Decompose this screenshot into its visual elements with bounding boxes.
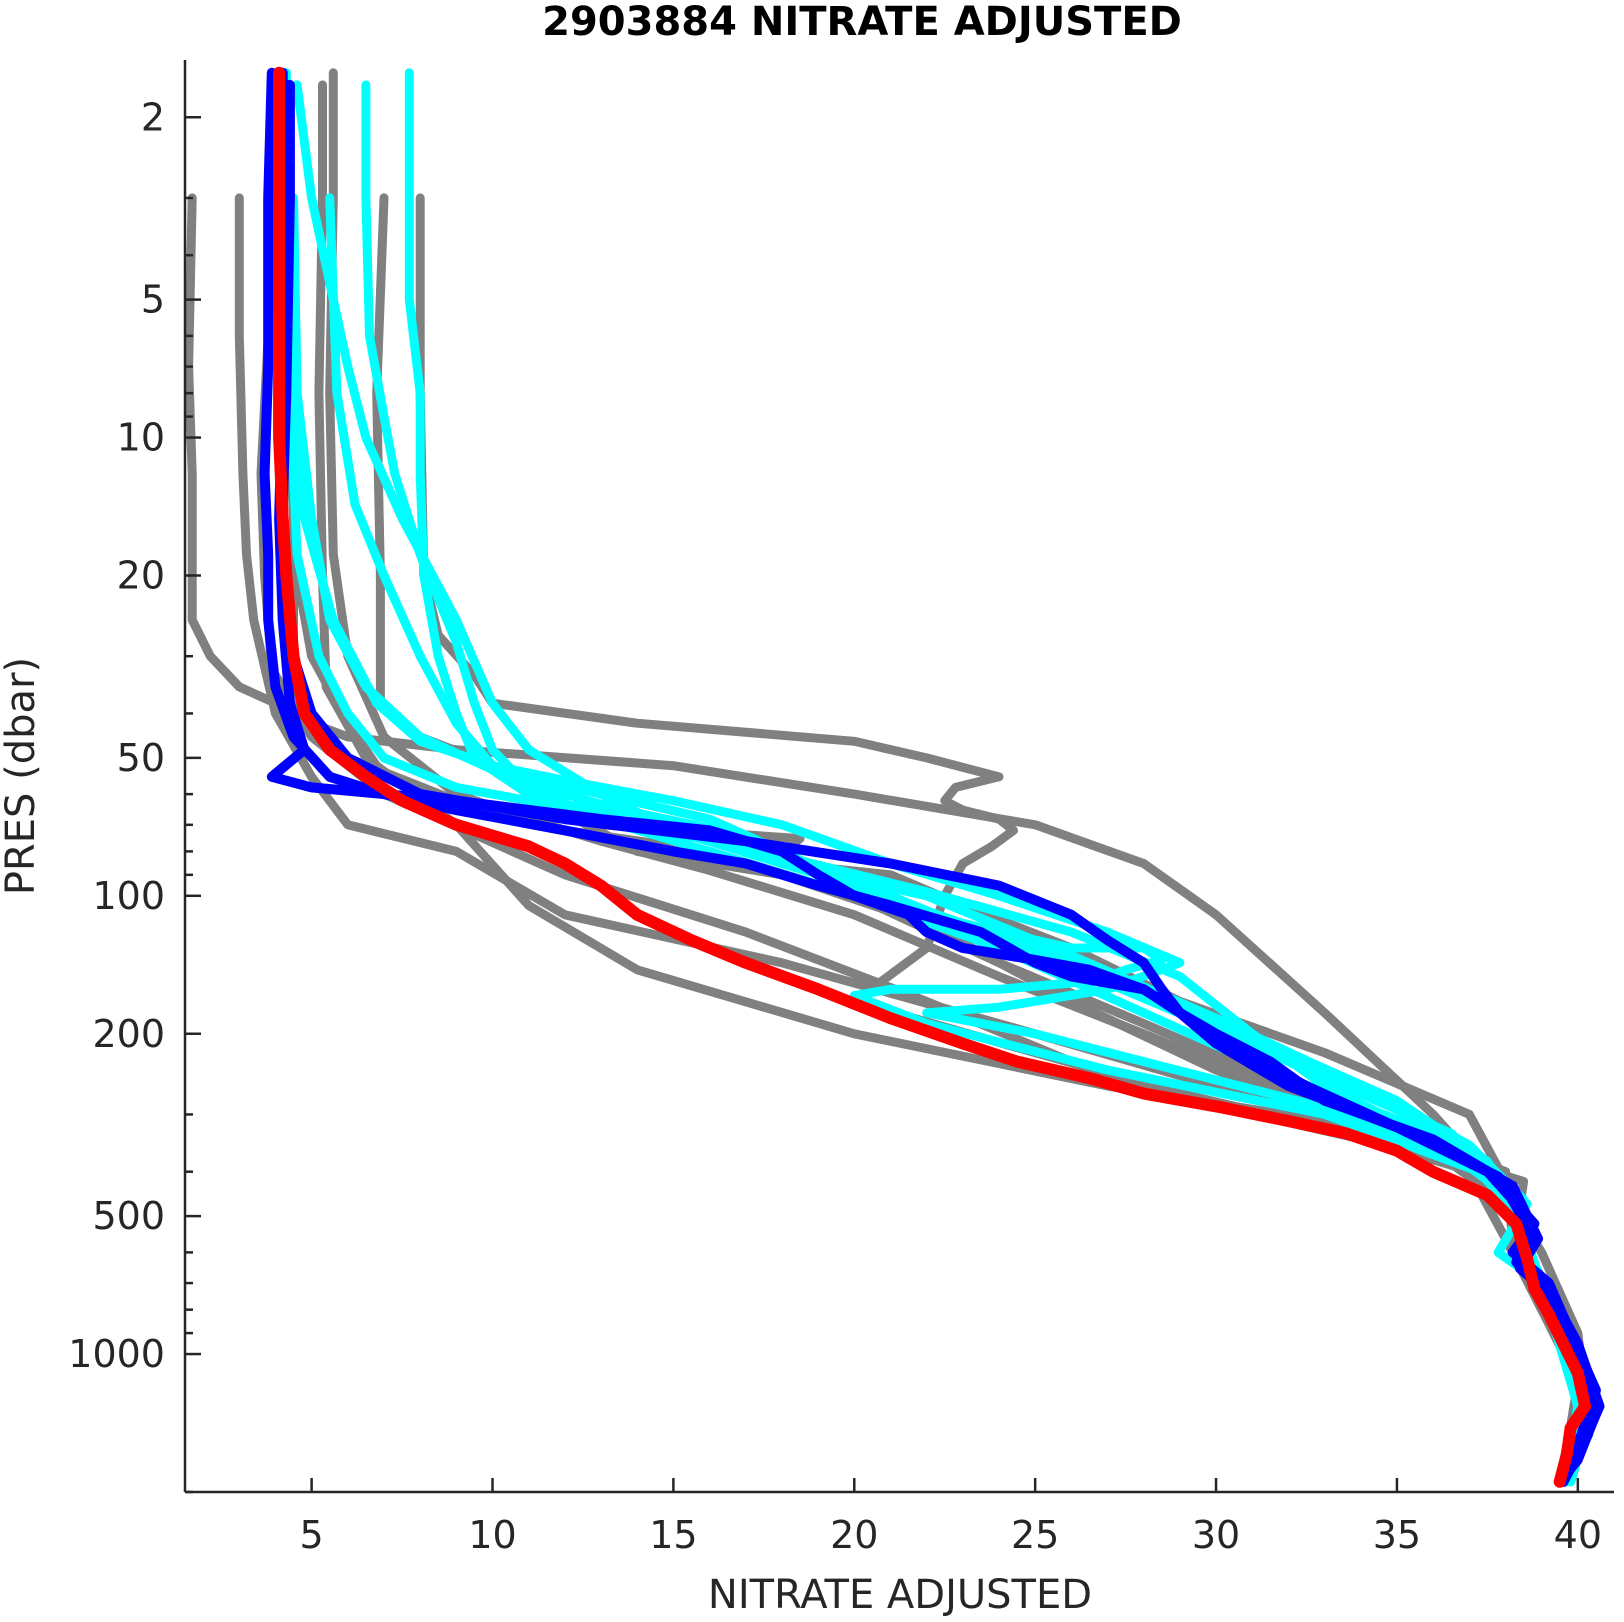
- y-tick-label-20: 20: [117, 554, 165, 598]
- profile-line-red-20: [273, 66, 1592, 1488]
- profile-line-blue-19: [277, 79, 1601, 1487]
- x-tick-label-5: 5: [300, 1513, 324, 1557]
- profile-line-gray-4: [372, 193, 1583, 1476]
- profile-line-blue-18: [266, 67, 1605, 1487]
- chart-title: 2903884 NITRATE ADJUSTED: [542, 0, 1182, 45]
- profile-line-gray-8: [278, 68, 1583, 1487]
- x-tick-label-35: 35: [1373, 1513, 1421, 1557]
- x-tick-label-20: 20: [830, 1513, 878, 1557]
- y-tick-label-10: 10: [117, 416, 165, 460]
- y-tick-label-500: 500: [92, 1194, 165, 1238]
- profile-line-cyan-10: [281, 68, 1583, 1487]
- y-axis-label: PRES (dbar): [0, 657, 44, 895]
- x-tick-label-40: 40: [1554, 1513, 1602, 1557]
- y-tick-label-2: 2: [141, 95, 165, 139]
- y-tick-label-100: 100: [92, 874, 165, 918]
- y-tick-label-200: 200: [92, 1012, 165, 1056]
- y-tick-label-50: 50: [117, 736, 165, 780]
- x-tick-label-25: 25: [1011, 1513, 1059, 1557]
- x-axis-label: NITRATE ADJUSTED: [708, 1572, 1092, 1618]
- profile-line-cyan-11: [292, 80, 1590, 1487]
- y-tick-label-1000: 1000: [68, 1332, 165, 1376]
- y-tick-label-5: 5: [141, 278, 165, 322]
- profile-line-blue-17: [259, 67, 1601, 1487]
- x-tick-label-10: 10: [468, 1513, 516, 1557]
- series-layer: [184, 66, 1605, 1488]
- x-tick-label-30: 30: [1192, 1513, 1240, 1557]
- x-tick-label-15: 15: [649, 1513, 697, 1557]
